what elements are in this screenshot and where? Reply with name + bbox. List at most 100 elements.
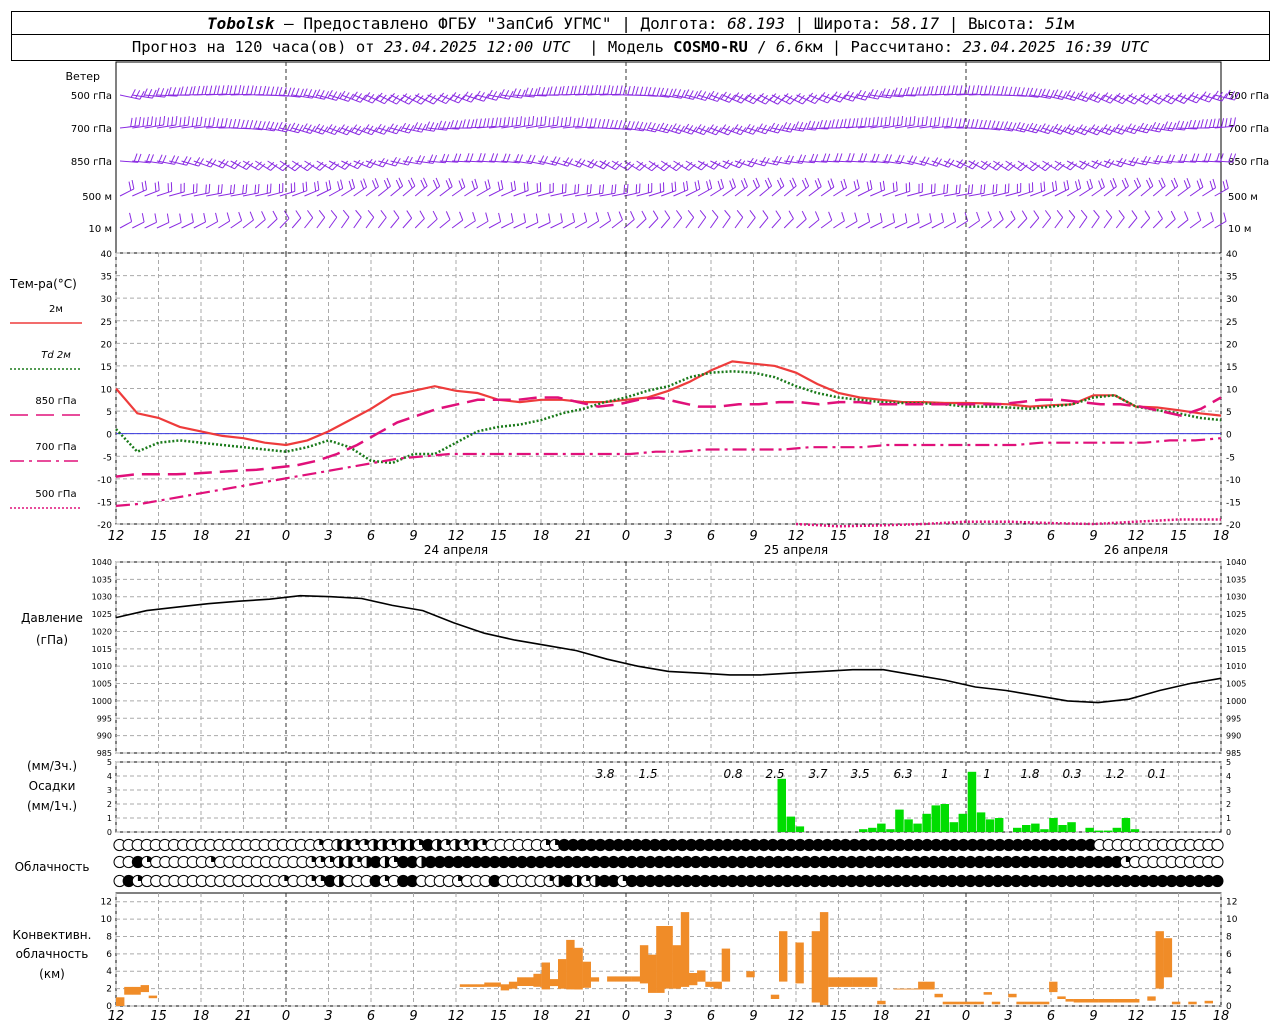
wind-barb [181, 221, 194, 229]
wind-barb-feather [773, 123, 780, 133]
wind-barb-feather [589, 118, 593, 128]
convective-tick-label: 2 [1226, 985, 1232, 995]
convective-bar [525, 977, 534, 986]
wind-barb-feather [933, 117, 937, 127]
precip-tick-label: 4 [1226, 772, 1231, 781]
temp-tick-label: 25 [101, 318, 112, 328]
wind-barb [1066, 127, 1086, 136]
wind-barb-feather [1077, 179, 1082, 189]
convective-bar [828, 977, 837, 987]
wind-barb [1189, 186, 1204, 197]
wind-barb-feather [701, 163, 709, 171]
wind-barb [1066, 216, 1076, 229]
wind-barb-feather [1179, 94, 1187, 102]
wind-barb-feather [947, 85, 951, 95]
wind-barb-feather [574, 184, 576, 194]
wind-barb-feather [798, 94, 805, 103]
wind-barb-feather [1126, 93, 1133, 101]
wind-barb-feather [348, 180, 353, 190]
wind-barb [402, 217, 413, 229]
wind-barb [550, 160, 568, 167]
convective-tick-label: 12 [1226, 898, 1237, 908]
wind-barb [968, 160, 985, 171]
wind-barb [587, 220, 599, 229]
wind-barb [525, 94, 547, 97]
wind-barb [734, 94, 754, 105]
wind-barb-feather [336, 92, 342, 101]
temp-series-line [795, 518, 1221, 528]
wind-barb [353, 94, 373, 104]
wind-barb-feather [1081, 92, 1088, 101]
time-tick-label: 3 [664, 529, 672, 544]
convective-bar [893, 988, 902, 990]
wind-barb-feather [921, 116, 924, 126]
wind-barb-feather [697, 180, 701, 190]
pressure-title: Давление [21, 611, 83, 625]
wind-barb [488, 160, 507, 163]
wind-barb-feather [890, 89, 895, 99]
wind-barb [291, 160, 308, 172]
wind-barb [1214, 94, 1235, 101]
wind-barb [907, 160, 925, 166]
convective-bar [1188, 1001, 1197, 1005]
wind-barb-feather [952, 212, 957, 222]
wind-barb-feather [225, 85, 229, 95]
wind-barb-feather [757, 123, 763, 132]
wind-barb [242, 127, 263, 131]
convective-bar [942, 1001, 952, 1005]
wind-barb-feather [155, 87, 160, 97]
precip-total-label: 1 [941, 767, 949, 781]
wind-barb-feather [503, 117, 506, 127]
wind-barb-feather [1130, 124, 1136, 133]
wind-barb-feather [834, 153, 839, 162]
wind-barb-feather [983, 120, 987, 129]
wind-barb-feather [688, 163, 696, 171]
convective-bar [541, 962, 550, 990]
wind-barb-feather [369, 160, 377, 169]
precip-bar [1103, 830, 1113, 832]
wind-barb [341, 160, 358, 170]
time-tick-label-bottom: 9 [749, 1009, 757, 1024]
wind-barb-feather [1199, 178, 1204, 188]
wind-barb-feather [400, 93, 408, 101]
wind-barb [537, 221, 551, 229]
wind-barb [218, 93, 239, 96]
wind-barb [451, 186, 466, 197]
wind-barb [353, 186, 367, 197]
wind-barb-feather [1057, 163, 1065, 171]
convective-bar [132, 986, 141, 995]
wind-barb [365, 127, 385, 135]
time-tick-label: 15 [1170, 529, 1187, 544]
wind-barb-feather [465, 153, 470, 162]
wind-barb-feather [200, 116, 203, 126]
wind-barb-feather [445, 180, 450, 189]
wind-barb-feather [639, 164, 647, 171]
wind-barb [1116, 127, 1135, 135]
wind-barb-feather [306, 124, 312, 133]
lon-value: 68.193 [727, 14, 785, 33]
wind-barb-feather [204, 118, 207, 128]
wind-barb [882, 160, 901, 165]
wind-barb [611, 219, 623, 229]
wind-barb-feather [1101, 92, 1109, 100]
wind-barb [255, 127, 275, 132]
wind-barb-feather [966, 119, 971, 129]
time-tick-label-bottom: 12 [1128, 1009, 1145, 1024]
temp-tick-label: -15 [97, 498, 112, 508]
wind-barb-feather [984, 162, 992, 170]
wind-barb [1029, 160, 1046, 172]
wind-barb-feather [166, 213, 170, 223]
precip-bar [940, 804, 949, 832]
time-tick-label: 18 [873, 529, 890, 544]
wind-barb-feather [764, 179, 770, 189]
day-label: 24 апреля [424, 543, 488, 557]
wind-barb-feather [1157, 210, 1163, 219]
precip-bar [868, 827, 877, 832]
wind-barb-feather [527, 116, 530, 126]
wind-barb [660, 217, 671, 229]
time-tick-label-bottom: 12 [448, 1009, 465, 1024]
precip-bar [1094, 830, 1103, 832]
wind-barb-feather [871, 153, 876, 163]
wind-barb [648, 160, 665, 172]
wind-barb-feather [328, 161, 336, 169]
